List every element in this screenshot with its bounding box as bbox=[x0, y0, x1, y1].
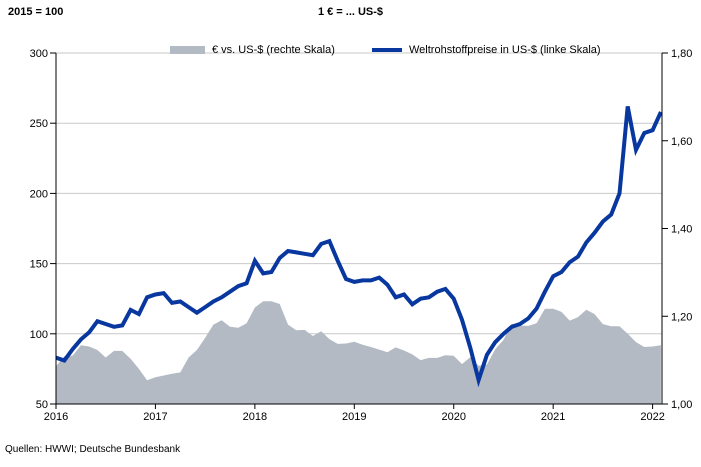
left-tick-label: 300 bbox=[30, 48, 48, 60]
left-tick-label: 200 bbox=[30, 188, 48, 200]
x-tick-label: 2018 bbox=[243, 411, 267, 423]
series-area-eur-usd bbox=[56, 301, 661, 404]
right-tick-label: 1,40 bbox=[671, 224, 692, 236]
right-tick-label: 1,60 bbox=[671, 136, 692, 148]
line-swatch-icon bbox=[372, 48, 402, 52]
legend-item-commodity-prices: Weltrohstoffpreise in US-$ (linke Skala) bbox=[372, 44, 601, 56]
x-tick-label: 2021 bbox=[541, 411, 565, 423]
x-tick-label: 2020 bbox=[441, 411, 465, 423]
left-tick-label: 250 bbox=[30, 118, 48, 130]
source-note: Quellen: HWWI; Deutsche Bundesbank bbox=[5, 444, 181, 455]
right-tick-label: 1,80 bbox=[671, 48, 692, 60]
x-tick-label: 2016 bbox=[44, 411, 68, 423]
left-axis-title: 2015 = 100 bbox=[8, 6, 64, 18]
right-tick-label: 1,20 bbox=[671, 311, 692, 323]
left-tick-label: 150 bbox=[30, 259, 48, 271]
legend-label: € vs. US-$ (rechte Skala) bbox=[212, 44, 335, 56]
x-tick-label: 2019 bbox=[342, 411, 366, 423]
left-tick-label: 100 bbox=[30, 329, 48, 341]
gridlines bbox=[56, 52, 662, 335]
right-tick-label: 1,00 bbox=[671, 399, 692, 411]
x-tick-label: 2022 bbox=[640, 411, 664, 423]
legend-item-eur-usd: € vs. US-$ (rechte Skala) bbox=[170, 44, 335, 56]
legend-label: Weltrohstoffpreise in US-$ (linke Skala) bbox=[409, 44, 601, 56]
x-tick-label: 2017 bbox=[143, 411, 167, 423]
series-line-commodity-prices bbox=[55, 106, 663, 388]
axes bbox=[50, 52, 668, 409]
area-swatch-icon bbox=[170, 46, 205, 54]
right-axis-title: 1 € = ... US-$ bbox=[317, 6, 384, 18]
left-tick-label: 50 bbox=[36, 399, 48, 411]
